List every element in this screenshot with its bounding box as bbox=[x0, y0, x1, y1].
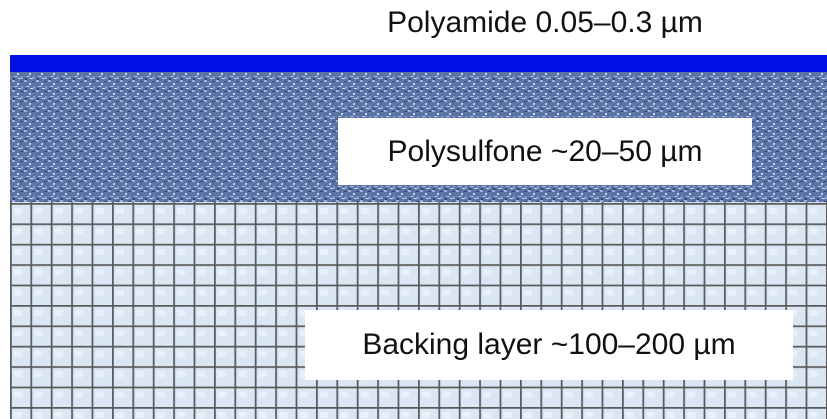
polyamide-layer bbox=[10, 55, 827, 72]
page: Polyamide 0.05–0.3 µm Polysulfone ~20–50… bbox=[0, 0, 827, 419]
polyamide-label: Polyamide 0.05–0.3 µm bbox=[387, 6, 703, 39]
polysulfone-label: Polysulfone ~20–50 µm bbox=[388, 135, 703, 168]
diagram: Polyamide 0.05–0.3 µm Polysulfone ~20–50… bbox=[0, 0, 827, 419]
backing-label: Backing layer ~100–200 µm bbox=[362, 328, 735, 361]
